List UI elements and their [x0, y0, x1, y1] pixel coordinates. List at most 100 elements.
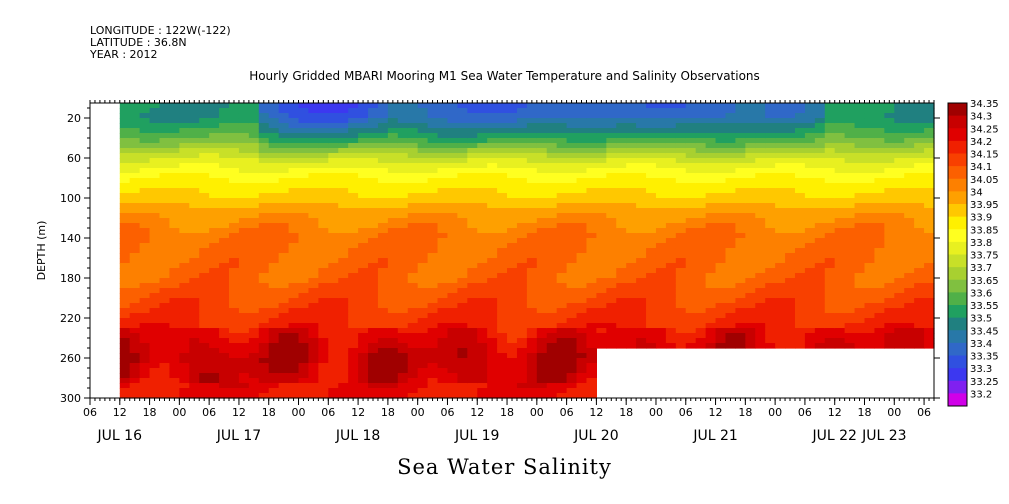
- heatmap-cell: [586, 168, 597, 174]
- heatmap-cell: [834, 208, 846, 214]
- heatmap-cell: [526, 323, 538, 329]
- heatmap-cell: [238, 148, 250, 154]
- heatmap-cell: [646, 268, 657, 274]
- heatmap-cell: [794, 143, 806, 149]
- heatmap-cell: [358, 228, 369, 234]
- heatmap-cell: [884, 118, 895, 124]
- heatmap-cell: [646, 263, 657, 269]
- heatmap-cell: [695, 248, 707, 254]
- heatmap-cell: [904, 308, 915, 314]
- heatmap-cell: [586, 233, 597, 239]
- heatmap-cell: [705, 283, 717, 289]
- heatmap-cell: [526, 248, 538, 254]
- heatmap-cell: [219, 123, 230, 129]
- heatmap-cell: [149, 343, 161, 349]
- heatmap-cell: [556, 283, 568, 289]
- heatmap-cell: [209, 188, 220, 194]
- heatmap-cell: [596, 258, 607, 264]
- heatmap-cell: [199, 153, 210, 159]
- heatmap-cell: [636, 293, 647, 299]
- heatmap-cell: [765, 283, 776, 289]
- heatmap-cell: [487, 183, 498, 189]
- heatmap-cell: [507, 378, 518, 384]
- heatmap-cell: [914, 268, 925, 274]
- heatmap-cell: [665, 218, 677, 224]
- heatmap-cell: [874, 263, 885, 269]
- heatmap-cell: [159, 133, 171, 139]
- heatmap-cell: [437, 343, 449, 349]
- heatmap-cell: [586, 383, 597, 389]
- heatmap-cell: [328, 373, 339, 379]
- heatmap-cell: [179, 338, 190, 344]
- heatmap-cell: [467, 138, 478, 144]
- heatmap-cell: [864, 178, 876, 184]
- heatmap-cell: [586, 183, 597, 189]
- heatmap-cell: [387, 333, 399, 339]
- heatmap-cell: [705, 133, 717, 139]
- heatmap-cell: [407, 278, 419, 284]
- heatmap-cell: [606, 223, 617, 229]
- heatmap-cell: [596, 318, 607, 324]
- heatmap-cell: [229, 148, 240, 154]
- heatmap-cell: [179, 168, 190, 174]
- heatmap-cell: [516, 283, 528, 289]
- heatmap-cell: [358, 218, 369, 224]
- heatmap-cell: [556, 168, 568, 174]
- heatmap-cell: [139, 163, 151, 169]
- heatmap-cell: [725, 258, 737, 264]
- heatmap-cell: [487, 158, 498, 164]
- heatmap-cell: [824, 243, 836, 249]
- heatmap-cell: [775, 138, 786, 144]
- heatmap-cell: [288, 278, 300, 284]
- heatmap-cell: [368, 343, 379, 349]
- heatmap-cell: [457, 128, 468, 134]
- heatmap-cell: [884, 138, 895, 144]
- heatmap-cell: [358, 103, 369, 109]
- heatmap-cell: [705, 123, 717, 129]
- heatmap-cell: [238, 378, 250, 384]
- heatmap-cell: [794, 138, 806, 144]
- heatmap-cell: [636, 333, 647, 339]
- heatmap-cell: [526, 168, 538, 174]
- heatmap-cell: [219, 163, 230, 169]
- heatmap-cell: [348, 173, 359, 179]
- heatmap-cell: [338, 103, 349, 109]
- heatmap-cell: [556, 313, 568, 319]
- heatmap-cell: [487, 373, 498, 379]
- heatmap-cell: [368, 268, 379, 274]
- heatmap-cell: [556, 213, 568, 219]
- heatmap-cell: [219, 298, 230, 304]
- heatmap-cell: [606, 213, 617, 219]
- heatmap-cell: [785, 213, 796, 219]
- heatmap-cell: [576, 308, 588, 314]
- heatmap-cell: [824, 178, 836, 184]
- heatmap-cell: [119, 183, 131, 189]
- heatmap-cell: [457, 353, 468, 359]
- heatmap-cell: [477, 213, 488, 219]
- heatmap-cell: [139, 113, 151, 119]
- heatmap-cell: [189, 133, 200, 139]
- heatmap-cell: [914, 108, 925, 114]
- heatmap-cell: [397, 268, 409, 274]
- heatmap-cell: [655, 243, 667, 249]
- heatmap-cell: [705, 263, 717, 269]
- heatmap-cell: [655, 283, 667, 289]
- heatmap-cell: [447, 113, 458, 119]
- heatmap-cell: [715, 283, 727, 289]
- heatmap-cell: [735, 108, 746, 114]
- heatmap-cell: [924, 163, 935, 169]
- heatmap-cell: [288, 388, 300, 394]
- heatmap-cell: [844, 288, 856, 294]
- heatmap-cell: [377, 303, 389, 309]
- heatmap-cell: [427, 198, 439, 204]
- heatmap-cell: [894, 173, 905, 179]
- heatmap-cell: [665, 248, 677, 254]
- heatmap-cell: [387, 208, 399, 214]
- heatmap-cell: [328, 183, 339, 189]
- heatmap-cell: [616, 203, 627, 209]
- heatmap-cell: [516, 113, 528, 119]
- heatmap-cell: [556, 243, 568, 249]
- heatmap-cell: [546, 308, 558, 314]
- heatmap-cell: [179, 218, 190, 224]
- heatmap-cell: [675, 343, 687, 349]
